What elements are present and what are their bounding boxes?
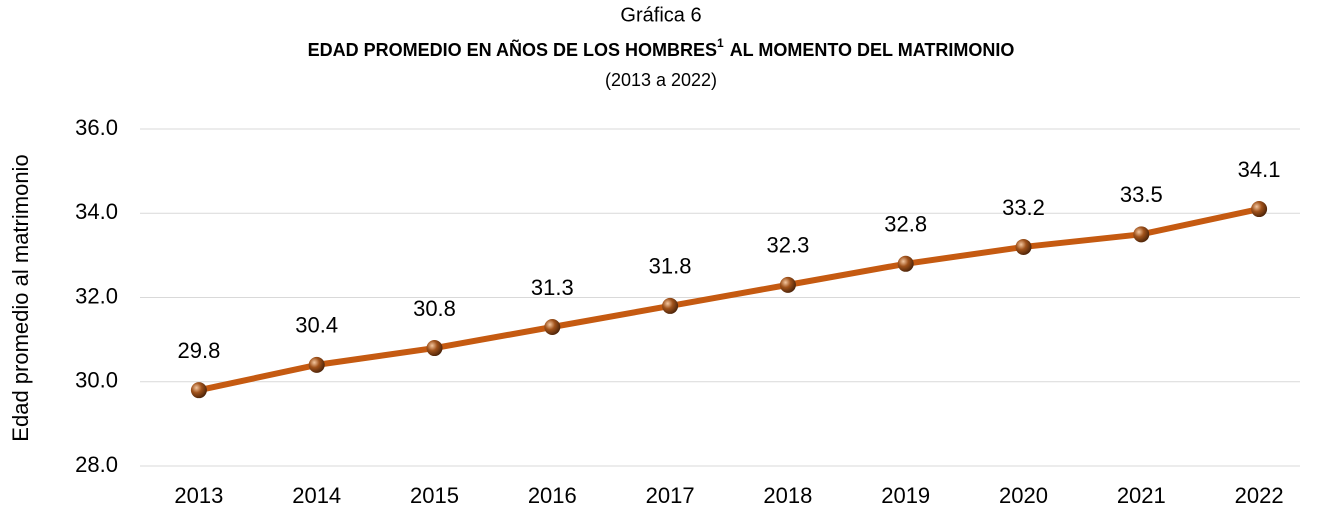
x-tick-label: 2021 [1117,483,1166,508]
title-text: EDAD PROMEDIO EN AÑOS DE LOS HOMBRES [308,39,717,60]
line [198,206,1260,394]
x-tick-label: 2020 [999,483,1048,508]
marker [662,297,679,314]
x-tick-label: 2022 [1235,483,1284,508]
data-label: 32.3 [766,233,809,258]
marker [426,340,443,357]
data-label: 33.2 [1002,195,1045,220]
data-label: 29.8 [177,338,220,363]
y-tick-label: 30.0 [75,368,118,393]
y-tick-label: 28.0 [75,452,118,477]
y-axis-label: Edad promedio al matrimonio [8,154,33,441]
marker [1015,238,1032,255]
subtitle: (2013 a 2022) [605,70,717,90]
marker [544,318,561,335]
x-tick-label: 2015 [410,483,459,508]
marker [308,356,325,373]
x-tick-label: 2013 [174,483,223,508]
marker [779,276,796,293]
data-label: 33.5 [1120,182,1163,207]
marker [1133,226,1150,243]
data-label: 31.3 [531,275,574,300]
x-tick-label: 2016 [528,483,577,508]
supertitle: Gráfica 6 [620,4,701,26]
x-tick-label: 2018 [763,483,812,508]
y-tick-label: 36.0 [75,115,118,140]
data-label: 31.8 [649,254,692,279]
title-footnote: 1 [717,36,724,50]
x-tick-label: 2019 [881,483,930,508]
chart-title: EDAD PROMEDIO EN AÑOS DE LOS HOMBRES1 AL … [308,36,1015,60]
x-tick-label: 2017 [646,483,695,508]
data-label: 34.1 [1238,157,1281,182]
marker [1251,201,1268,218]
marker [897,255,914,272]
data-label: 32.8 [884,212,927,237]
x-tick-label: 2014 [292,483,341,508]
data-label: 30.4 [295,313,338,338]
marker [190,382,207,399]
y-tick-label: 32.0 [75,283,118,308]
data-label: 30.8 [413,296,456,321]
title-text: AL MOMENTO DEL MATRIMONIO [730,40,1015,60]
y-tick-label: 34.0 [75,199,118,224]
